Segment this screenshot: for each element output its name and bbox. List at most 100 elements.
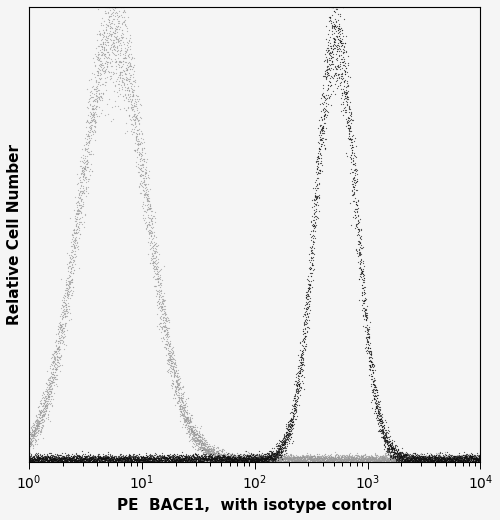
Point	[403, 453, 411, 461]
Point	[310, 456, 318, 464]
Point	[118, 61, 126, 70]
Point	[139, 200, 147, 209]
Point	[380, 456, 388, 464]
Point	[209, 458, 217, 466]
Point	[106, 31, 114, 40]
Point	[413, 450, 421, 459]
Point	[270, 455, 278, 463]
Point	[264, 452, 272, 460]
Point	[64, 451, 72, 460]
Point	[44, 378, 52, 386]
Point	[192, 458, 200, 466]
Point	[262, 453, 270, 461]
Point	[154, 457, 162, 465]
Point	[80, 454, 88, 462]
Point	[294, 370, 302, 379]
Point	[333, 84, 341, 92]
Point	[56, 451, 64, 460]
Point	[134, 453, 141, 461]
Point	[120, 103, 128, 112]
Point	[274, 448, 282, 457]
Point	[292, 458, 300, 466]
Point	[371, 407, 379, 415]
Point	[198, 455, 205, 463]
Point	[294, 457, 302, 465]
Point	[264, 454, 272, 462]
Point	[86, 458, 94, 466]
Point	[125, 450, 133, 459]
Point	[253, 455, 261, 463]
Point	[460, 457, 468, 465]
Point	[274, 454, 282, 463]
Point	[261, 454, 269, 462]
Point	[172, 384, 180, 392]
Point	[170, 359, 178, 367]
Point	[183, 415, 191, 423]
Point	[210, 458, 218, 466]
Point	[398, 448, 406, 457]
Point	[96, 46, 104, 55]
Point	[350, 134, 358, 142]
Point	[48, 456, 56, 464]
Point	[107, 453, 115, 462]
Point	[472, 452, 480, 461]
Point	[227, 452, 235, 460]
Point	[40, 396, 48, 404]
Point	[406, 458, 413, 466]
Point	[72, 451, 80, 459]
Point	[222, 457, 230, 465]
Point	[448, 455, 456, 463]
Point	[136, 458, 143, 466]
Point	[440, 457, 448, 465]
Point	[346, 458, 354, 466]
Point	[206, 445, 214, 453]
Point	[216, 456, 224, 464]
Point	[322, 458, 330, 466]
Point	[324, 61, 332, 70]
Point	[262, 456, 270, 464]
Point	[274, 440, 282, 449]
Point	[400, 452, 407, 460]
Point	[55, 456, 63, 464]
Point	[448, 458, 456, 466]
Point	[48, 372, 56, 381]
Point	[52, 358, 60, 366]
Point	[288, 453, 296, 462]
Point	[281, 447, 289, 456]
Point	[476, 456, 484, 464]
Point	[52, 355, 60, 363]
Point	[256, 456, 264, 464]
Point	[215, 451, 223, 460]
Point	[166, 456, 174, 464]
Point	[404, 452, 411, 460]
Point	[471, 454, 479, 463]
Point	[312, 454, 320, 462]
Point	[142, 452, 150, 461]
Point	[305, 455, 313, 463]
Point	[100, 3, 108, 11]
Point	[119, 453, 127, 462]
Point	[420, 454, 428, 462]
Point	[163, 332, 171, 340]
Point	[346, 105, 354, 113]
Point	[249, 458, 257, 466]
Point	[392, 457, 400, 465]
Point	[185, 453, 193, 462]
Point	[422, 457, 430, 465]
Point	[373, 411, 381, 419]
Point	[122, 48, 130, 57]
Point	[280, 438, 288, 446]
Point	[169, 343, 177, 352]
Point	[335, 47, 343, 56]
Point	[226, 458, 234, 466]
Point	[198, 452, 206, 460]
Point	[116, 453, 124, 461]
Point	[104, 68, 112, 76]
Point	[251, 456, 259, 464]
Point	[94, 78, 102, 86]
Point	[126, 75, 134, 83]
Point	[166, 458, 174, 466]
Point	[91, 457, 99, 465]
Point	[325, 3, 333, 11]
Point	[386, 450, 394, 459]
